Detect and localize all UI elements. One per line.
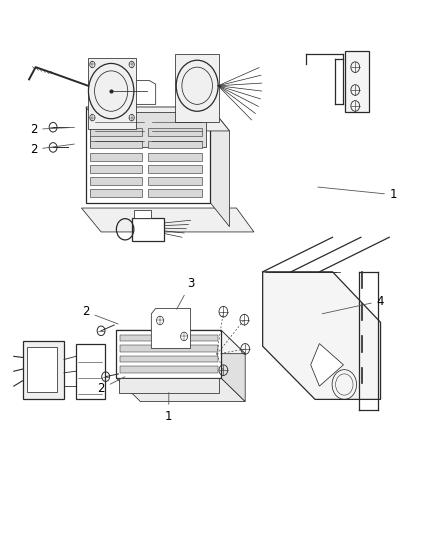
Polygon shape <box>221 330 245 401</box>
Bar <box>132 217 164 241</box>
Bar <box>90 112 206 147</box>
Bar <box>90 141 142 149</box>
Bar <box>120 356 218 362</box>
Bar <box>119 378 219 393</box>
Bar <box>134 210 151 217</box>
Polygon shape <box>117 330 221 378</box>
Bar <box>148 153 202 161</box>
Polygon shape <box>86 107 230 131</box>
Text: 1: 1 <box>318 187 397 201</box>
Bar <box>148 165 202 173</box>
Text: 1: 1 <box>165 393 173 423</box>
Bar <box>120 345 218 352</box>
Bar <box>148 128 202 136</box>
Polygon shape <box>151 309 191 349</box>
Bar <box>345 51 369 112</box>
Text: 2: 2 <box>82 305 118 324</box>
Polygon shape <box>86 107 210 203</box>
Bar <box>90 177 142 185</box>
Polygon shape <box>311 344 343 386</box>
Text: 3: 3 <box>177 277 194 309</box>
Bar <box>175 54 219 122</box>
Text: 2: 2 <box>30 123 74 136</box>
Bar <box>27 348 57 392</box>
Bar <box>22 341 64 399</box>
Text: 2: 2 <box>30 143 74 156</box>
Bar <box>90 128 142 136</box>
Polygon shape <box>117 330 245 354</box>
Text: 2: 2 <box>97 377 125 395</box>
Text: 4: 4 <box>322 295 384 314</box>
Bar <box>120 367 218 373</box>
Polygon shape <box>103 80 155 104</box>
Bar <box>148 189 202 197</box>
Polygon shape <box>81 208 254 232</box>
Bar <box>90 165 142 173</box>
Bar <box>90 153 142 161</box>
Polygon shape <box>117 378 245 401</box>
Polygon shape <box>263 272 381 399</box>
Bar <box>90 189 142 197</box>
Bar <box>148 177 202 185</box>
Bar <box>148 141 202 149</box>
Polygon shape <box>210 107 230 227</box>
Bar <box>120 335 218 341</box>
Bar <box>88 58 136 130</box>
Polygon shape <box>76 344 106 399</box>
